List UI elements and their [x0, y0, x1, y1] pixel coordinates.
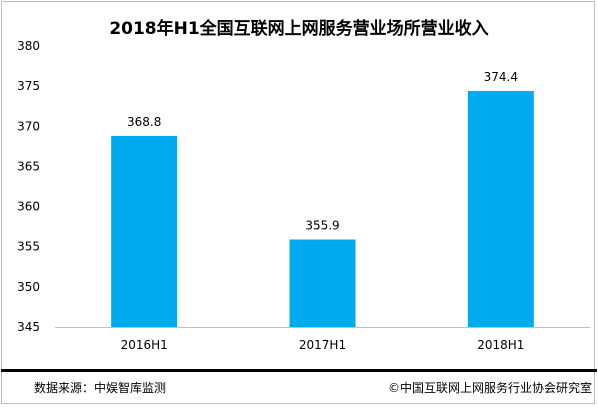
footer-divider — [1, 369, 597, 372]
y-tick-label: 375 — [17, 79, 40, 93]
chart-title: 2018年H1全国互联网上网服务营业场所营业收入 — [109, 19, 489, 39]
x-axis: 2016H1 2017H1 2018H1 — [121, 338, 525, 352]
bar — [467, 90, 534, 328]
y-tick-label: 360 — [17, 200, 40, 214]
bar — [111, 135, 178, 327]
data-source: 数据来源：中娱智库监测 — [34, 381, 167, 395]
y-tick-label: 380 — [17, 39, 40, 53]
value-labels: 368.8 355.9 374.4 — [127, 70, 518, 233]
copyright: ©中国互联网上网服务行业协会研究室 — [387, 381, 592, 395]
data-label: 368.8 — [127, 115, 161, 129]
data-label: 374.4 — [484, 70, 518, 84]
bars — [111, 90, 534, 328]
y-tick-label: 350 — [17, 280, 40, 294]
x-tick-label: 2016H1 — [121, 338, 168, 352]
data-label: 355.9 — [305, 218, 339, 232]
y-tick-label: 345 — [17, 320, 40, 334]
y-tick-label: 355 — [17, 240, 40, 254]
y-tick-label: 365 — [17, 159, 40, 173]
bar-chart: 345 350 355 360 365 370 375 380 368.8 355.9 374.4… — [17, 39, 590, 352]
y-axis: 345 350 355 360 365 370 375 380 — [17, 39, 40, 334]
x-tick-label: 2018H1 — [477, 338, 524, 352]
y-tick-label: 370 — [17, 119, 40, 133]
x-tick-label: 2017H1 — [299, 338, 346, 352]
bar — [289, 239, 356, 327]
